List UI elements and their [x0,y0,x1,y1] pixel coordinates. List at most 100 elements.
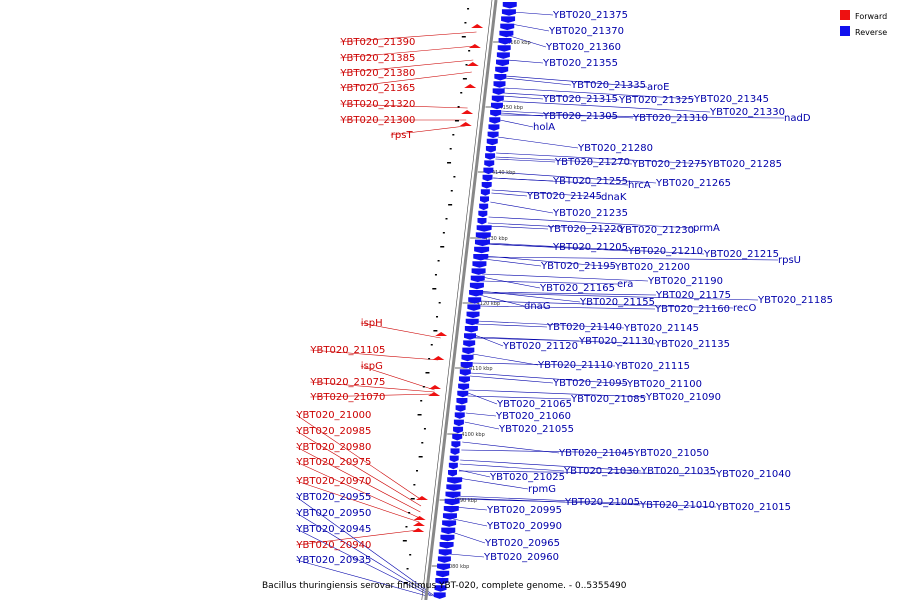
reverse-gene-label: YBT020_21285 [706,159,782,170]
reverse-gene [474,246,490,254]
reverse-gene-label: YBT020_21060 [495,411,571,422]
reverse-gene [469,290,484,297]
connector-line [296,529,419,546]
connector-line [497,136,579,149]
reverse-gene [495,66,509,74]
feature-marker [410,498,415,500]
forward-gene-label: YBT020_21105 [309,345,385,356]
feature-marker [468,50,471,52]
forward-gene-label: YBT020_21380 [339,68,415,79]
reverse-gene [493,81,506,88]
connector-line [451,531,486,544]
reverse-gene [480,196,490,203]
gene-track [412,2,517,599]
reverse-gene [445,491,461,499]
feature-marker [462,78,467,80]
reverse-gene [459,369,471,376]
reverse-gene [461,354,474,362]
connector-line [390,125,466,136]
reverse-gene-label: prmA [693,223,720,234]
connector-line [496,152,708,165]
reverse-gene-label: rpsU [778,255,801,266]
reverse-gene [436,570,450,578]
connector-line [484,255,616,268]
connector-line [467,395,572,400]
reverse-gene-label: hrcA [628,180,651,191]
reverse-gene-label: YBT020_21110 [537,360,613,371]
tick-label: 4150 kbp [499,105,523,111]
connector-line [505,75,648,88]
connector-line [459,463,565,472]
axis-edge [421,0,493,600]
connector-line [296,480,420,523]
reverse-gene-label: YBT020_21280 [577,143,653,154]
forward-gene-label: YBT020_21075 [309,377,385,388]
connector-line [491,189,602,198]
forward-gene-label: YBT020_21070 [309,392,385,403]
feature-marker [467,8,470,10]
connector-line [458,469,491,478]
reverse-gene [444,498,460,506]
reverse-gene-label: YBT020_21325 [618,95,694,106]
reverse-gene-label: YBT020_21195 [540,261,616,272]
reverse-gene-label: YBT020_21375 [552,10,628,21]
reverse-gene [466,311,480,319]
reverse-gene [450,448,460,455]
connector-line [502,95,544,100]
reverse-gene [456,398,468,405]
connector-line [474,334,504,347]
reverse-gene [458,376,470,383]
feature-marker [423,428,426,430]
reverse-gene-label: YBT020_21130 [578,336,654,347]
forward-gene-label: ispH [361,318,383,329]
connector-line [465,412,497,417]
forward-gene [471,24,484,28]
connector-line [455,495,717,508]
reverse-gene [435,578,449,585]
tick-label: 4160 kbp [507,40,531,46]
feature-marker [461,36,466,38]
feature-marker [447,162,452,164]
reverse-gene [448,470,458,477]
feature-marker [460,92,463,94]
connector-line [500,110,634,119]
reverse-gene-label: YBT020_21095 [552,378,628,389]
reverse-gene-label: YBT020_21040 [715,469,791,480]
reverse-gene-label: YBT020_21315 [542,94,618,105]
reverse-gene-label: YBT020_21175 [655,290,731,301]
feature-marker [442,232,445,234]
reverse-gene [465,318,479,326]
legend-forward-label: Forward [855,12,887,21]
reverse-gene [467,304,481,311]
reverse-gene [494,74,507,81]
reverse-gene-label: YBT020_21275 [631,159,707,170]
connector-line [340,103,468,109]
reverse-gene [434,585,447,592]
forward-gene-label: YBT020_20980 [295,442,371,453]
reverse-gene [437,556,451,563]
feature-marker [453,176,456,178]
reverse-gene [481,182,492,189]
connector-line [479,290,581,303]
reverse-gene-label: YBT020_21270 [554,157,630,168]
feature-marker [425,372,430,374]
reverse-gene [448,462,458,470]
reverse-gene-label: YBT020_21335 [570,80,646,91]
reverse-gene [439,542,454,549]
connector-line [503,92,620,101]
connector-line [296,414,422,501]
reverse-gene [490,102,503,110]
connector-line [340,31,477,43]
connector-line [512,11,554,16]
reverse-gene [463,340,476,347]
feature-marker [413,484,416,486]
connector-line [479,292,759,301]
reverse-gene [443,506,459,513]
connector-line [481,276,541,289]
connector-line [504,77,572,86]
reverse-gene-label: YBT020_21010 [639,500,715,511]
feature-marker [445,218,448,220]
reverse-gene [492,88,505,95]
forward-gene-label: rpsT [391,130,414,141]
connector-line [461,449,635,454]
